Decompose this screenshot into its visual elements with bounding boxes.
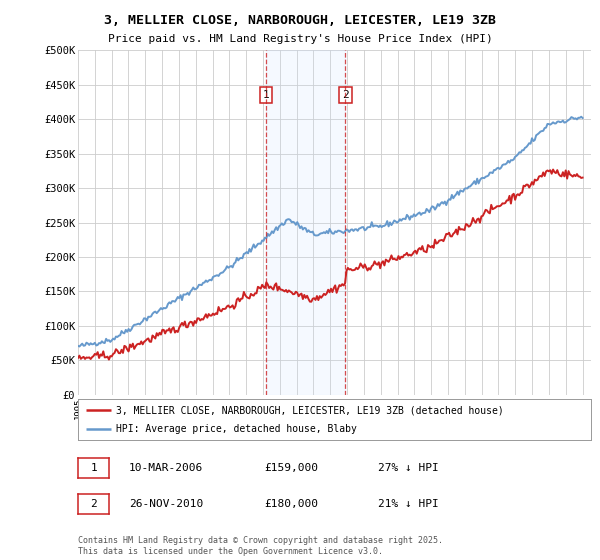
Text: 3, MELLIER CLOSE, NARBOROUGH, LEICESTER, LE19 3ZB (detached house): 3, MELLIER CLOSE, NARBOROUGH, LEICESTER,… xyxy=(116,405,504,415)
Text: 3, MELLIER CLOSE, NARBOROUGH, LEICESTER, LE19 3ZB: 3, MELLIER CLOSE, NARBOROUGH, LEICESTER,… xyxy=(104,14,496,27)
Text: 2: 2 xyxy=(90,499,97,509)
Text: 2: 2 xyxy=(342,90,349,100)
Text: 1: 1 xyxy=(263,90,269,100)
Text: £159,000: £159,000 xyxy=(264,463,318,473)
Text: £180,000: £180,000 xyxy=(264,499,318,509)
Text: 27% ↓ HPI: 27% ↓ HPI xyxy=(378,463,439,473)
Text: Contains HM Land Registry data © Crown copyright and database right 2025.
This d: Contains HM Land Registry data © Crown c… xyxy=(78,536,443,556)
Text: 1: 1 xyxy=(90,463,97,473)
Bar xyxy=(266,50,346,395)
Text: 10-MAR-2006: 10-MAR-2006 xyxy=(129,463,203,473)
Text: 21% ↓ HPI: 21% ↓ HPI xyxy=(378,499,439,509)
Text: 26-NOV-2010: 26-NOV-2010 xyxy=(129,499,203,509)
Text: Price paid vs. HM Land Registry's House Price Index (HPI): Price paid vs. HM Land Registry's House … xyxy=(107,34,493,44)
Text: HPI: Average price, detached house, Blaby: HPI: Average price, detached house, Blab… xyxy=(116,424,358,433)
